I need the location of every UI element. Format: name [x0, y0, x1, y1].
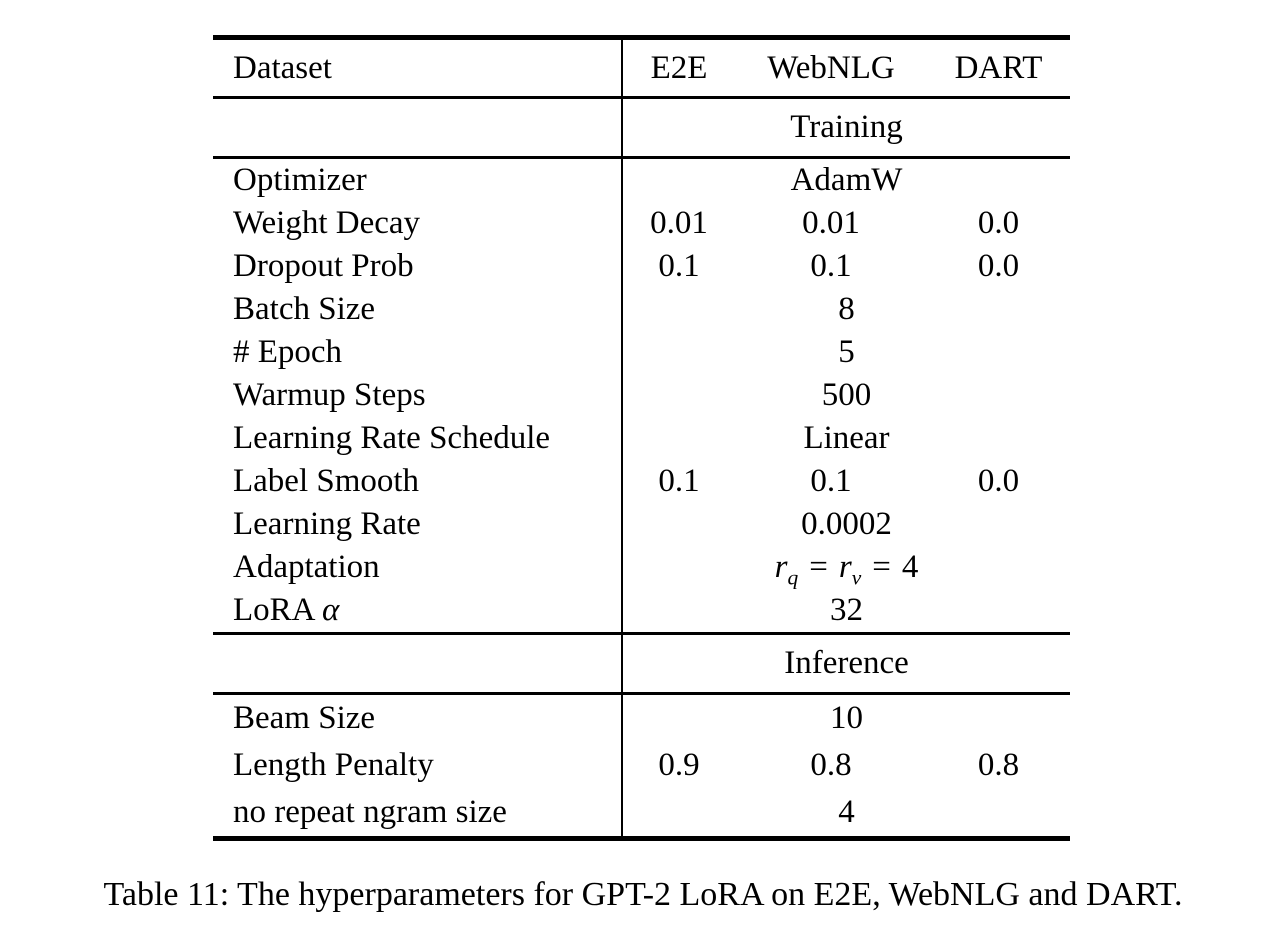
hyperparameter-table: Dataset E2E WebNLG DART Training Optimiz… [213, 35, 1070, 841]
row-label: Optimizer [233, 162, 367, 198]
row-value-e2e: 0.9 [621, 742, 735, 789]
adaptation-formula: rq = rv = 4 [621, 546, 1070, 590]
section-header-spacer [213, 98, 622, 158]
row-value-e2e: 0.1 [621, 245, 735, 288]
row-value-span: 5 [621, 331, 1070, 374]
row-label: # Epoch [233, 334, 343, 370]
row-value-webnlg: 0.8 [810, 747, 852, 783]
section-header-training: Training [213, 97, 1070, 158]
header-col-dart: DART [954, 49, 1043, 86]
row-value-dart: 0.8 [977, 747, 1020, 783]
row-value-dart: 0.0 [977, 205, 1020, 241]
table-row-adaptation: Adaptation rq = rv = 4 [213, 546, 1070, 589]
table-row: Batch Size 8 [213, 288, 1070, 331]
row-label: Adaptation [233, 549, 380, 585]
table-row: Dropout Prob 0.1 0.1 0.0 [213, 245, 1070, 288]
row-value-span: 10 [621, 693, 1070, 742]
row-value-e2e: 0.1 [621, 460, 735, 503]
table-row-lora-alpha: LoRA α 32 [213, 589, 1070, 634]
row-value-span: 8 [621, 288, 1070, 331]
row-label: Learning Rate [233, 506, 421, 542]
table-header-row: Dataset E2E WebNLG DART [213, 37, 1070, 98]
math-subscript: q [787, 565, 799, 590]
row-value-span: 500 [621, 374, 1070, 417]
alpha-symbol: α [321, 592, 340, 628]
table-caption: Table 11: The hyperparameters for GPT-2 … [103, 876, 1183, 913]
math-var: r [838, 549, 852, 585]
row-value-span: AdamW [621, 157, 1070, 202]
row-label: Learning Rate Schedule [233, 420, 551, 456]
section-title-training: Training [621, 97, 1070, 158]
row-value-webnlg: 0.1 [810, 248, 852, 284]
table-row: Learning Rate 0.0002 [213, 503, 1070, 546]
math-equals: = [872, 549, 891, 585]
math-subscript: v [851, 565, 862, 590]
row-value-span: 4 [621, 789, 1070, 839]
row-value-webnlg: 0.1 [810, 463, 852, 499]
row-label: Batch Size [233, 291, 376, 327]
math-value: 4 [901, 549, 919, 585]
row-value-span: 0.0002 [621, 503, 1070, 546]
header-col-webnlg: WebNLG [767, 49, 895, 86]
row-label: Label Smooth [233, 463, 420, 499]
row-label: no repeat ngram size [233, 794, 507, 830]
row-label: LoRA α [213, 589, 622, 634]
table-row: Warmup Steps 500 [213, 374, 1070, 417]
row-value-span: 32 [621, 589, 1070, 634]
table-row: Length Penalty 0.9 0.8 0.8 [213, 742, 1070, 789]
table-row: Optimizer AdamW [213, 157, 1070, 202]
row-label: Warmup Steps [233, 377, 426, 413]
table-row: Learning Rate Schedule Linear [213, 417, 1070, 460]
math-equals: = [809, 549, 828, 585]
table-row: # Epoch 5 [213, 331, 1070, 374]
row-value-span: Linear [621, 417, 1070, 460]
table-row: Beam Size 10 [213, 693, 1070, 742]
header-dataset: Dataset [233, 49, 332, 86]
row-label: Dropout Prob [233, 248, 414, 284]
table-row: Label Smooth 0.1 0.1 0.0 [213, 460, 1070, 503]
hyperparameter-table-container: Dataset E2E WebNLG DART Training Optimiz… [213, 35, 1070, 841]
row-label: Beam Size [233, 700, 376, 736]
row-value-dart: 0.0 [977, 463, 1020, 499]
section-header-inference: Inference [213, 633, 1070, 694]
header-col-e2e: E2E [621, 37, 735, 98]
row-value-dart: 0.0 [977, 248, 1020, 284]
table-row: no repeat ngram size 4 [213, 789, 1070, 839]
math-var: r [774, 549, 788, 585]
row-value-e2e: 0.01 [621, 202, 735, 245]
row-value-webnlg: 0.01 [802, 205, 860, 241]
section-title-inference: Inference [621, 633, 1070, 694]
row-label: Weight Decay [233, 205, 421, 241]
row-label: Length Penalty [233, 747, 434, 783]
table-row: Weight Decay 0.01 0.01 0.0 [213, 202, 1070, 245]
section-header-spacer [213, 634, 622, 694]
row-label-text: LoRA [233, 592, 314, 628]
